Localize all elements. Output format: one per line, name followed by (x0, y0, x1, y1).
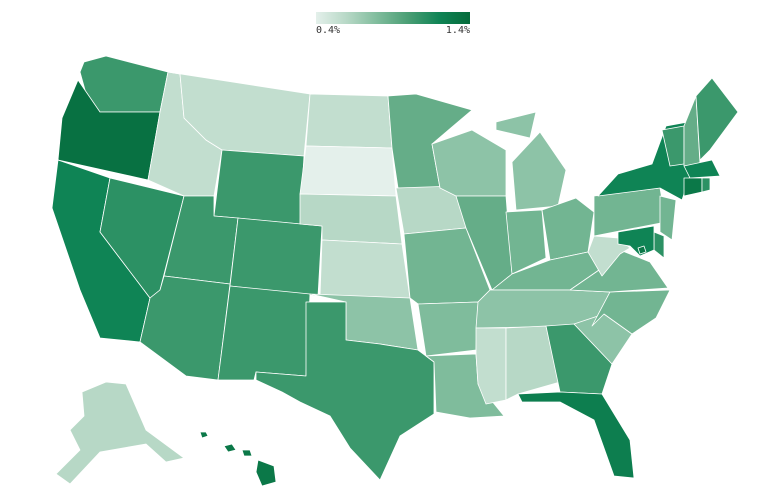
state-AK[interactable] (55, 381, 185, 485)
state-OH[interactable] (541, 197, 595, 261)
legend-max-label: 1.4% (445, 25, 470, 36)
state-WY[interactable] (213, 149, 305, 225)
state-SD[interactable] (299, 145, 397, 197)
state-NM[interactable] (217, 285, 311, 381)
state-FL[interactable] (517, 391, 635, 479)
state-AL[interactable] (505, 325, 561, 401)
state-IN[interactable] (505, 209, 547, 275)
state-NJ[interactable] (659, 195, 677, 241)
state-DC[interactable] (637, 245, 647, 255)
state-KS[interactable] (319, 239, 411, 299)
state-WI[interactable] (431, 129, 507, 197)
state-ND[interactable] (305, 93, 393, 149)
state-GA[interactable] (545, 323, 613, 395)
legend-labels: 0.4% 1.4% (316, 24, 470, 38)
state-AR[interactable] (417, 301, 479, 357)
legend-gradient-bar (316, 12, 470, 24)
state-MA[interactable] (683, 159, 721, 179)
color-legend: 0.4% 1.4% (316, 12, 470, 38)
state-MI[interactable] (495, 111, 567, 211)
state-HI[interactable] (199, 431, 277, 487)
state-TX[interactable] (255, 301, 435, 481)
legend-min-label: 0.4% (316, 25, 341, 36)
state-ME[interactable] (695, 77, 739, 161)
state-CT[interactable] (683, 177, 703, 197)
state-RI[interactable] (701, 177, 711, 193)
state-DE[interactable] (653, 231, 665, 259)
state-CO[interactable] (229, 217, 323, 297)
